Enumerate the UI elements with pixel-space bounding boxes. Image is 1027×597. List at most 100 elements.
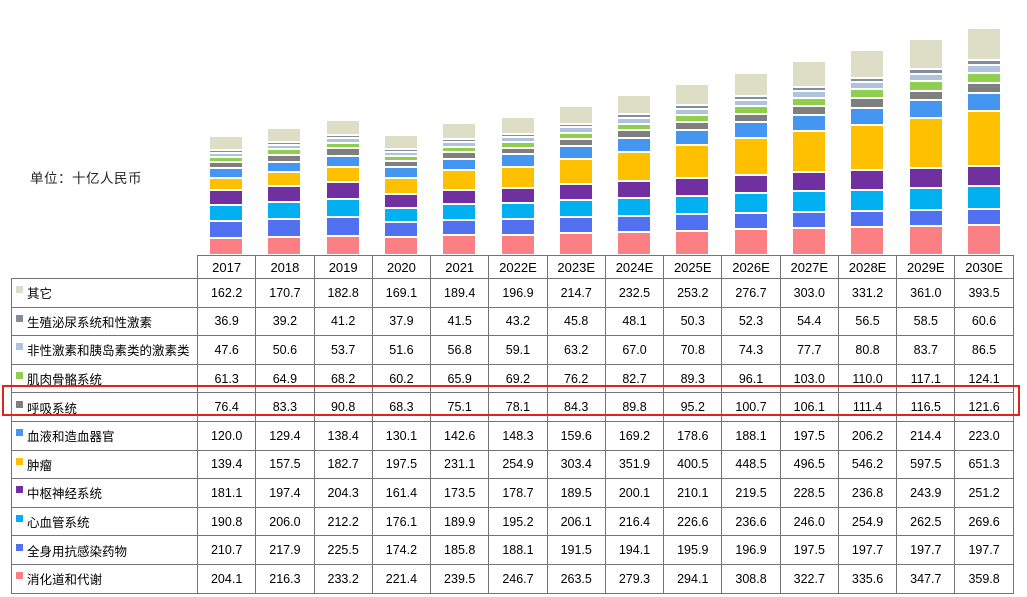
bar-segment-心血管系统 [383, 207, 418, 223]
value-cell: 221.4 [371, 563, 432, 594]
legend-swatch-icon [16, 343, 23, 351]
bar-segment-其它 [325, 119, 360, 135]
value-cell: 246.7 [488, 563, 548, 594]
value-cell: 178.7 [488, 478, 548, 508]
value-cell: 120.0 [196, 420, 257, 451]
value-cell: 100.7 [721, 392, 781, 422]
value-cell: 59.1 [488, 335, 548, 365]
value-cell: 43.2 [488, 306, 548, 337]
bar-segment-非性激素和胰岛素类的激素类 [733, 99, 768, 107]
bar-segment-中枢神经系统 [383, 194, 418, 208]
value-cell: 204.1 [196, 563, 257, 594]
value-cell: 90.8 [313, 392, 373, 422]
bar-column-2025E [663, 0, 721, 255]
value-cell: 181.1 [196, 478, 257, 508]
value-cell: 37.9 [371, 306, 432, 337]
value-cell: 188.1 [721, 420, 781, 451]
row-label: 肌肉骨骼系统 [27, 373, 103, 388]
header-cell-year: 2027E [779, 255, 839, 279]
bar-segment-肌肉骨骼系统 [383, 156, 418, 162]
bar-segment-呼吸系统 [209, 161, 244, 169]
value-cell: 53.7 [313, 335, 373, 365]
value-cell: 83.3 [255, 392, 315, 422]
table-row: 生殖泌尿系统和性激素 36.9 39.2 41.2 37.9 41.5 43.2 45.8 48… [11, 306, 1014, 337]
bar-column-2024E [605, 0, 663, 255]
value-cell: 219.5 [721, 478, 781, 508]
bar-segment-非性激素和胰岛素类的激素类 [908, 74, 943, 81]
bar-segment-其它 [908, 39, 943, 70]
bar-segment-其它 [209, 136, 244, 150]
value-cell: 89.8 [604, 392, 665, 422]
legend-swatch-icon [16, 457, 23, 465]
bar-segment-其它 [791, 61, 826, 87]
value-cell: 253.2 [663, 278, 723, 308]
bar-segment-非性激素和胰岛素类的激素类 [500, 137, 535, 143]
bar-segment-肌肉骨骼系统 [733, 106, 768, 115]
bar-segment-肿瘤 [383, 177, 418, 195]
value-cell: 204.3 [313, 478, 373, 508]
legend-swatch-icon [16, 429, 23, 437]
bar-segment-全身用抗感染药物 [325, 216, 360, 236]
table-row: 中枢神经系统 181.1 197.4 204.3 161.4 173.5 178.7 189.… [11, 478, 1014, 508]
value-cell: 189.4 [430, 278, 490, 308]
table-row: 肿瘤 139.4 157.5 182.7 197.5 231.1 254.9 303.4 351… [11, 449, 1014, 480]
value-cell: 246.0 [779, 506, 839, 537]
bar-segment-肿瘤 [442, 170, 477, 190]
header-cell-year: 2024E [604, 255, 665, 279]
table-header-row: 2017 2018 2019 2020 2021 2022E 2023E 2024E 2025E… [12, 255, 1014, 279]
bar-segment-呼吸系统 [325, 148, 360, 156]
value-cell: 496.5 [779, 449, 839, 480]
stacked-bar-2024E [617, 94, 652, 255]
bar-segment-其它 [966, 27, 1001, 61]
row-label: 全身用抗感染药物 [27, 544, 128, 559]
row-label-cell: 其它 [11, 278, 198, 308]
value-cell: 335.6 [837, 563, 898, 594]
value-cell: 77.7 [779, 335, 839, 365]
bar-segment-生殖泌尿系统和性激素 [617, 114, 652, 119]
value-cell: 228.5 [779, 478, 839, 508]
header-cell-year: 2018 [255, 255, 315, 279]
value-cell: 80.8 [837, 335, 898, 365]
value-cell: 83.7 [896, 335, 956, 365]
value-cell: 210.1 [663, 478, 723, 508]
bar-segment-呼吸系统 [558, 139, 593, 147]
bar-segment-生殖泌尿系统和性激素 [325, 134, 360, 139]
value-cell: 110.0 [837, 363, 898, 394]
bar-segment-非性激素和胰岛素类的激素类 [617, 118, 652, 124]
bar-segment-肌肉骨骼系统 [850, 89, 885, 99]
header-cell-year: 2021 [430, 255, 490, 279]
row-label: 肿瘤 [27, 458, 53, 473]
value-cell: 159.6 [546, 420, 606, 451]
bar-segment-非性激素和胰岛素类的激素类 [209, 152, 244, 157]
value-cell: 76.2 [546, 363, 606, 394]
value-cell: 50.3 [663, 306, 723, 337]
value-cell: 69.2 [488, 363, 548, 394]
bar-segment-肌肉骨骼系统 [675, 114, 710, 123]
bar-segment-心血管系统 [267, 201, 302, 219]
bar-column-2020 [372, 0, 430, 255]
bar-segment-心血管系统 [850, 189, 885, 211]
bar-segment-消化道和代谢 [791, 228, 826, 255]
value-cell: 276.7 [721, 278, 781, 308]
header-cell-year: 2026E [721, 255, 781, 279]
value-cell: 206.1 [546, 506, 606, 537]
value-cell: 68.3 [371, 392, 432, 422]
bar-segment-非性激素和胰岛素类的激素类 [850, 82, 885, 90]
value-cell: 347.7 [896, 563, 956, 594]
bar-segment-生殖泌尿系统和性激素 [908, 69, 943, 75]
stacked-bar-2017 [209, 136, 244, 255]
bar-segment-肿瘤 [325, 167, 360, 183]
bar-segment-非性激素和胰岛素类的激素类 [558, 127, 593, 133]
bar-segment-肌肉骨骼系统 [558, 132, 593, 140]
bar-segment-非性激素和胰岛素类的激素类 [325, 138, 360, 143]
table-row: 心血管系统 190.8 206.0 212.2 176.1 189.9 195.2 206.1… [11, 506, 1014, 537]
bar-segment-中枢神经系统 [675, 178, 710, 196]
legend-swatch-icon [16, 543, 23, 551]
bar-column-2028E [838, 0, 896, 255]
value-cell: 48.1 [604, 306, 665, 337]
value-cell: 214.4 [896, 420, 956, 451]
value-cell: 263.5 [546, 563, 606, 594]
bar-segment-其它 [383, 134, 418, 149]
bar-segment-消化道和代谢 [733, 229, 768, 255]
value-cell: 303.0 [779, 278, 839, 308]
